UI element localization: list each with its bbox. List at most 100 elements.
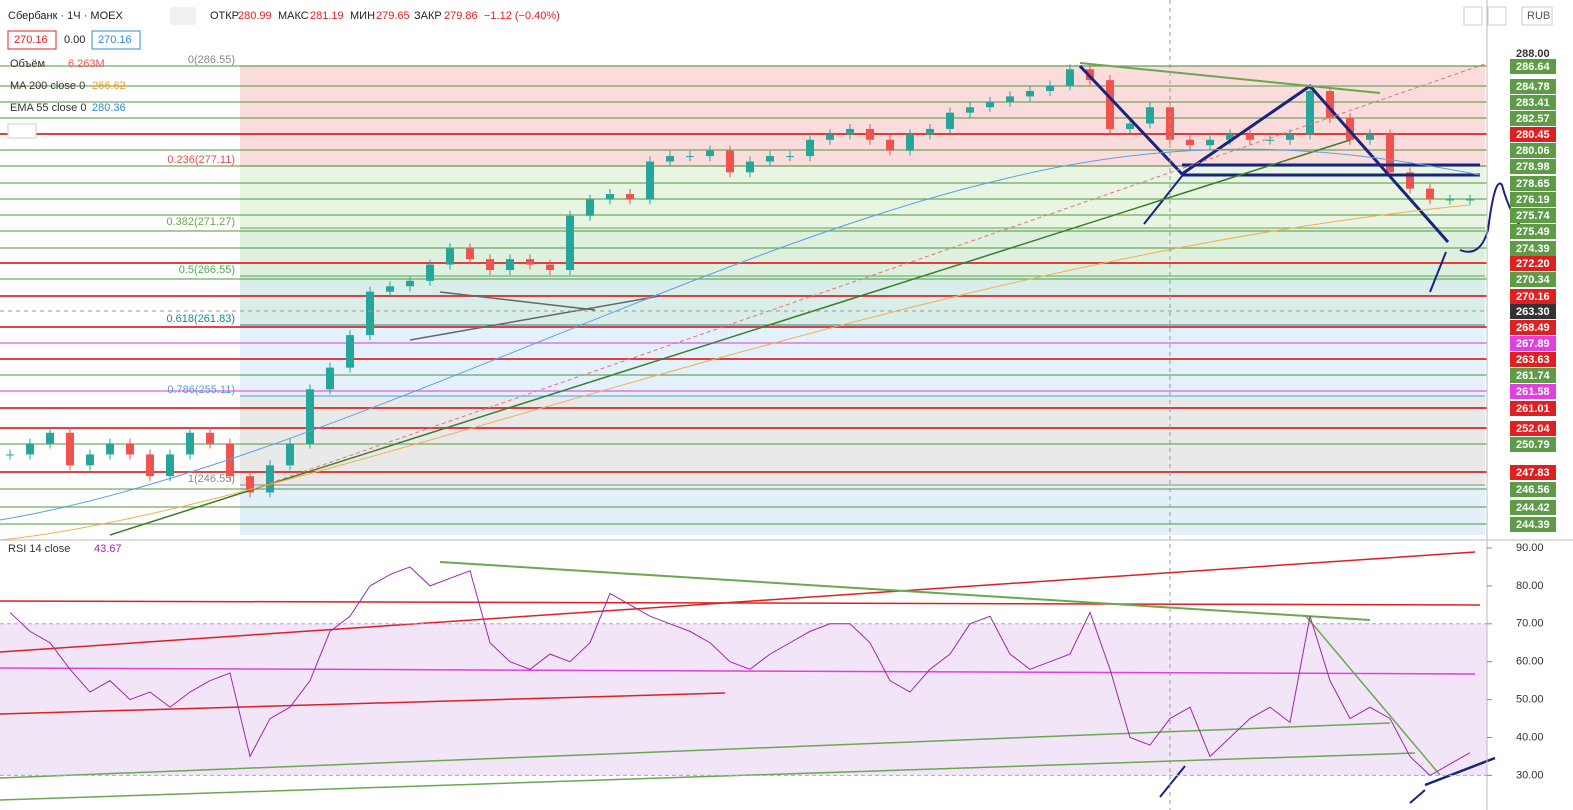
candle (706, 150, 714, 157)
rsi-level (0, 692, 726, 715)
candle (1466, 199, 1474, 201)
candle (726, 150, 734, 173)
change: −1.12 (−0.40%) (484, 10, 560, 22)
ask-box[interactable] (91, 30, 141, 50)
fib-band (240, 276, 1485, 325)
collapse-button[interactable] (7, 123, 37, 139)
candle (1366, 134, 1374, 140)
price-label-box (1510, 500, 1556, 515)
compare-button[interactable] (170, 7, 196, 25)
price-label: 276.19 (1516, 194, 1550, 206)
price-label-box (1510, 336, 1556, 351)
price-label-box (1510, 289, 1556, 304)
candle (766, 156, 774, 162)
candle (586, 199, 594, 216)
price-label-box (1510, 79, 1556, 94)
candle (1286, 134, 1294, 140)
price-label-box (1510, 384, 1556, 399)
price-label-box (1510, 143, 1556, 158)
candle (186, 432, 194, 455)
arrow (1429, 251, 1447, 293)
trend-line (249, 63, 1486, 491)
candle (466, 248, 474, 260)
price-label: 278.98 (1516, 161, 1550, 173)
candle (1266, 139, 1274, 141)
candle (406, 280, 414, 287)
candle (206, 432, 214, 444)
fib-label: 0.786(255.11) (167, 384, 235, 396)
candle (486, 259, 494, 270)
candle (66, 432, 74, 466)
candle (1026, 90, 1034, 97)
price-label: 270.34 (1516, 274, 1551, 286)
candle (1446, 199, 1454, 201)
price-label: 250.79 (1516, 439, 1550, 451)
triangle (409, 295, 661, 341)
candle (546, 264, 554, 270)
price-label-box (1510, 304, 1556, 319)
label: МАКС (278, 10, 309, 22)
price-label: 283.41 (1516, 97, 1550, 109)
candle (986, 101, 994, 108)
candle (1386, 134, 1394, 173)
arrow (1159, 765, 1186, 798)
spread: 0.00 (64, 34, 85, 46)
fib-label: 0.382(271.27) (167, 216, 236, 228)
candle (786, 156, 794, 158)
candle (566, 215, 574, 270)
candle (626, 194, 634, 200)
candle (86, 454, 94, 466)
fib-band (240, 485, 1485, 535)
candle (806, 139, 814, 157)
reset-button[interactable] (1487, 6, 1507, 26)
candle (666, 156, 674, 162)
candle (1306, 90, 1314, 135)
currency: RUB (1527, 10, 1550, 22)
candle (1186, 139, 1194, 146)
rsi-trend (1424, 756, 1496, 787)
price-label-box (1510, 320, 1556, 335)
rsi-tick-label: 90.00 (1516, 542, 1544, 554)
price-label-box (1510, 517, 1556, 532)
price-label: 263.30 (1516, 306, 1550, 318)
price-label: 246.56 (1516, 484, 1550, 496)
value: 281.19 (310, 10, 344, 22)
candle (1146, 107, 1154, 124)
candle (746, 161, 754, 173)
price-label-box (1510, 224, 1556, 239)
candle (1106, 80, 1114, 129)
rsi-trend (0, 551, 1476, 653)
rsi-line (9, 566, 1471, 777)
price-label: 288.00 (1516, 48, 1550, 60)
candle (146, 454, 154, 477)
rsi-trend (0, 752, 1416, 801)
scroll-button[interactable] (1463, 6, 1483, 26)
candle (686, 156, 694, 158)
currency-box[interactable] (1521, 6, 1553, 26)
candle (866, 128, 874, 140)
candle (26, 443, 34, 455)
value: 279.86 (444, 10, 478, 22)
value: 280.99 (238, 10, 272, 22)
candle (826, 134, 834, 140)
trend-line (109, 139, 1351, 536)
candle (366, 291, 374, 336)
rsi-tick-label: 50.00 (1516, 694, 1544, 706)
rsi-trend (0, 722, 1391, 779)
candle (286, 443, 294, 466)
candle (1346, 118, 1354, 140)
triangle (439, 291, 596, 311)
price-label-box (1510, 95, 1556, 110)
rsi-tick-label: 70.00 (1516, 618, 1544, 630)
label: ОТКР (210, 10, 239, 22)
price-label-box (1510, 368, 1556, 383)
price-label: 280.45 (1516, 129, 1550, 141)
price-label: 270.16 (1516, 291, 1550, 303)
bid-box[interactable] (7, 30, 57, 50)
price-label-box (1510, 111, 1556, 126)
candle (646, 161, 654, 200)
price-label: 263.63 (1516, 354, 1550, 366)
legend-value: 266.62 (92, 80, 126, 92)
candle (1246, 134, 1254, 140)
